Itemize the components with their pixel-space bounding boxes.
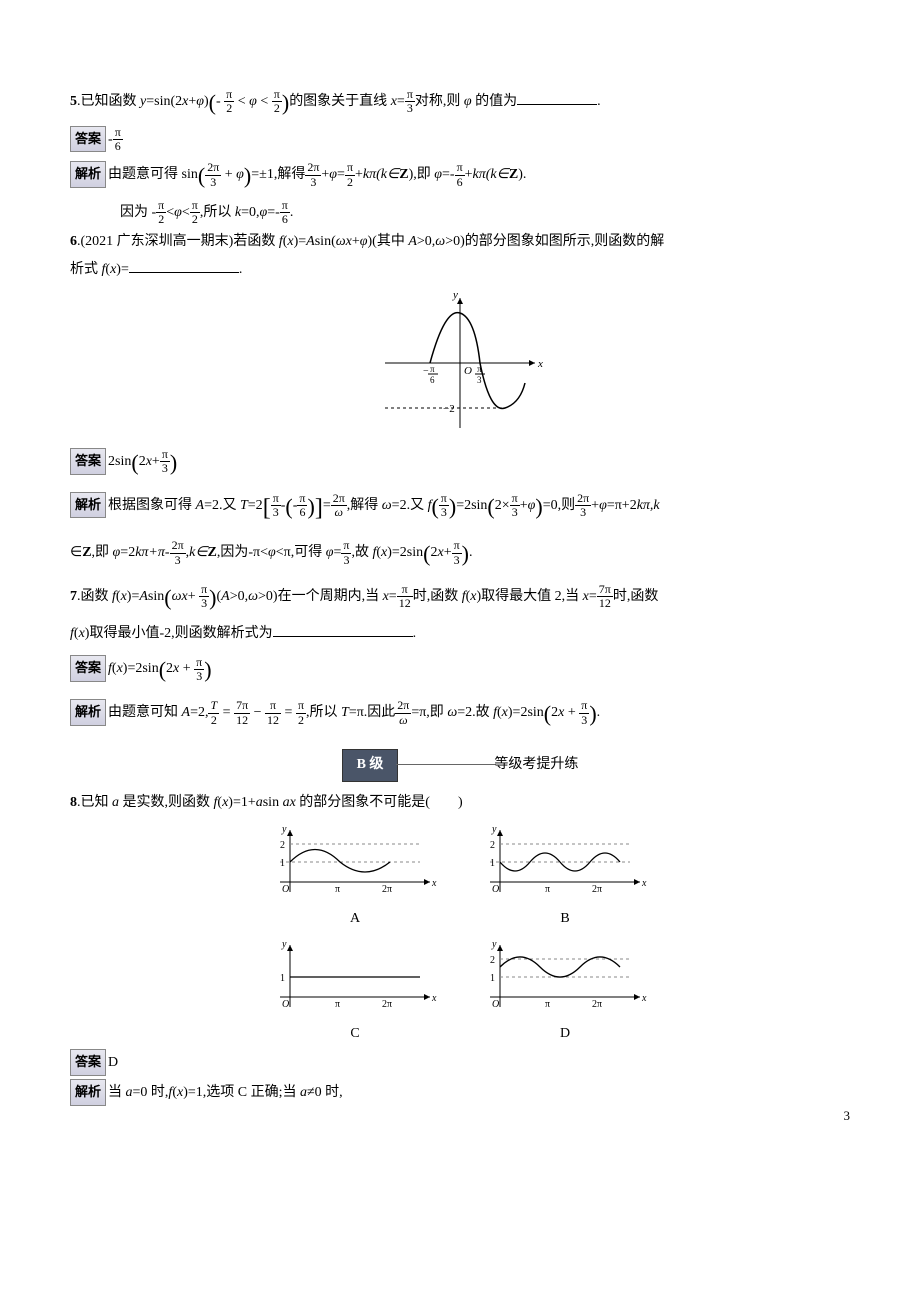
q6-explain-2: ∈Z,即 φ=2kπ+π-2π3,k∈Z,因为-π<φ<π,可得 φ=π3,故 … <box>70 533 850 575</box>
level-header: B 级等级考提升练 <box>70 749 850 782</box>
q8-options-row1: 1 2 O π 2π x y A 1 2 O π 2π x y B <box>70 818 850 933</box>
svg-text:1: 1 <box>280 858 285 869</box>
svg-text:x: x <box>431 993 437 1004</box>
q6-stem: 6.(2021 广东深圳高一期末)若函数 f(x)=Asin(ωx+φ)(其中 … <box>70 229 850 256</box>
q5-explain-1: 解析由题意可得 sin(2π3 + φ)=±1,解得2π3+φ=π2+kπ(k∈… <box>70 155 850 197</box>
svg-text:π: π <box>335 884 340 895</box>
q7-answer: 答案f(x)=2sin(2x + π3) <box>70 649 850 691</box>
svg-text:2: 2 <box>490 955 495 966</box>
q5-explain-2: 因为 -π2<φ<π2,所以 k=0,φ=-π6. <box>70 199 850 227</box>
q5-answer: 答案-π6 <box>70 126 850 154</box>
q6-answer: 答案2sin(2x+π3) <box>70 442 850 484</box>
svg-text:x: x <box>641 878 647 889</box>
q5-num: 5 <box>70 94 77 109</box>
svg-text:2π: 2π <box>592 999 602 1010</box>
svg-text:π: π <box>545 884 550 895</box>
q5-blank <box>517 104 597 105</box>
svg-text:y: y <box>452 289 458 301</box>
svg-text:y: y <box>491 939 497 950</box>
svg-text:O: O <box>282 999 289 1010</box>
svg-text:−2: −2 <box>443 403 455 415</box>
q8-answer: 答案D <box>70 1049 850 1077</box>
svg-text:O: O <box>492 884 499 895</box>
svg-text:x: x <box>641 993 647 1004</box>
q6-blank <box>129 272 239 273</box>
q6-explain-1: 解析根据图象可得 A=2.又 T=2[π3-(-π6)]=2πω,解得 ω=2.… <box>70 486 850 532</box>
q8-graph-c: 1 O π 2π x y <box>270 937 440 1017</box>
svg-text:π: π <box>335 999 340 1010</box>
q6-graph: x y O − π 6 π 3 −2 <box>375 288 545 438</box>
svg-text:2π: 2π <box>592 884 602 895</box>
svg-text:1: 1 <box>490 973 495 984</box>
q7-stem-2: f(x)取得最小值-2,则函数解析式为. <box>70 621 850 648</box>
svg-text:6: 6 <box>430 375 435 385</box>
page-number: 3 <box>844 1104 851 1129</box>
q8-explain: 解析当 a=0 时,f(x)=1,选项 C 正确;当 a≠0 时, <box>70 1079 850 1107</box>
q7-explain: 解析由题意可知 A=2,T2 = 7π12 − π12 = π2,所以 T=π.… <box>70 693 850 735</box>
q8-graph-b: 1 2 O π 2π x y <box>480 822 650 902</box>
svg-text:π: π <box>477 364 482 374</box>
q6-stem-2: 析式 f(x)=. <box>70 257 850 284</box>
explain-tag: 解析 <box>70 161 106 188</box>
q7-blank <box>273 636 413 637</box>
svg-text:3: 3 <box>477 375 482 385</box>
svg-text:y: y <box>281 824 287 835</box>
svg-text:x: x <box>431 878 437 889</box>
svg-text:O: O <box>492 999 499 1010</box>
svg-text:2: 2 <box>280 840 285 851</box>
svg-text:−: − <box>423 366 429 377</box>
q8-graph-d: 1 2 O π 2π x y <box>480 937 650 1017</box>
svg-text:1: 1 <box>490 858 495 869</box>
svg-text:2π: 2π <box>382 999 392 1010</box>
svg-text:y: y <box>281 939 287 950</box>
svg-text:π: π <box>545 999 550 1010</box>
svg-text:π: π <box>430 364 435 374</box>
svg-text:2: 2 <box>490 840 495 851</box>
q5-stem: 5.已知函数 y=sin(2x+φ)(- π2 < φ < π2)的图象关于直线… <box>70 82 850 124</box>
svg-text:2π: 2π <box>382 884 392 895</box>
svg-text:O: O <box>464 365 472 377</box>
q7-stem: 7.函数 f(x)=Asin(ωx+ π3)(A>0,ω>0)在一个周期内,当 … <box>70 577 850 619</box>
svg-text:1: 1 <box>280 973 285 984</box>
q8-graph-a: 1 2 O π 2π x y <box>270 822 440 902</box>
q8-options-row2: 1 O π 2π x y C 1 2 O π 2π x y D <box>70 933 850 1048</box>
svg-text:y: y <box>491 824 497 835</box>
level-badge: B 级 <box>342 749 399 782</box>
answer-tag: 答案 <box>70 126 106 153</box>
q8-stem: 8.已知 a 是实数,则函数 f(x)=1+asin ax 的部分图象不可能是(… <box>70 790 850 817</box>
svg-text:O: O <box>282 884 289 895</box>
svg-text:x: x <box>537 358 543 370</box>
